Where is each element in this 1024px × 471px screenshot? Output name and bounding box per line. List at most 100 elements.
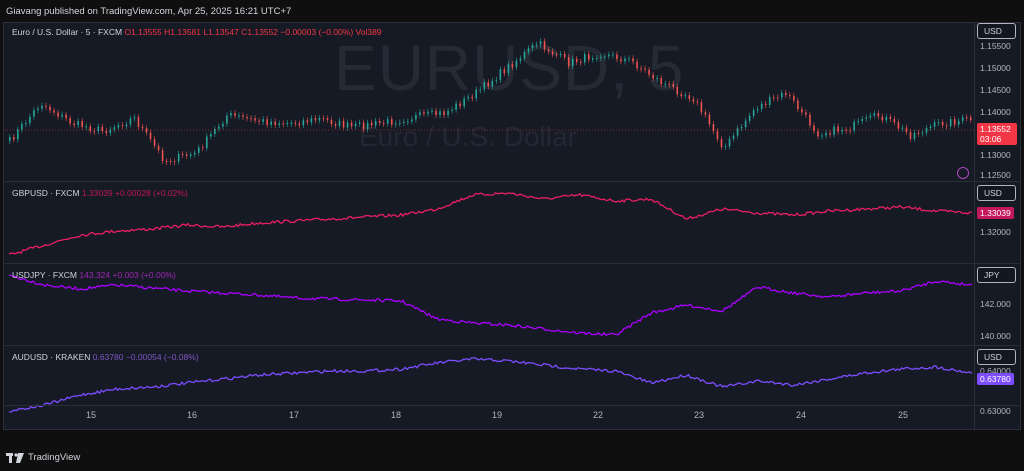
candle-body <box>374 121 377 126</box>
candle-body <box>929 126 932 129</box>
candle-body <box>177 153 180 162</box>
y-tick: 1.32000 <box>980 227 1011 237</box>
candle-body <box>797 100 799 110</box>
currency-button-usd[interactable]: USD <box>977 23 1016 39</box>
replay-icon[interactable] <box>957 167 969 179</box>
candle-body <box>805 112 807 115</box>
aud-legend[interactable]: AUDUSD · KRAKEN 0.63780 −0.00054 (−0.08%… <box>12 352 199 362</box>
pane-divider[interactable] <box>4 181 1020 182</box>
candle-body <box>9 137 11 141</box>
candle-body <box>873 113 876 116</box>
candle-body <box>708 114 711 125</box>
candle-body <box>676 86 679 95</box>
candle-body <box>222 123 224 127</box>
y-tick: 0.63000 <box>980 406 1011 416</box>
candle-body <box>893 119 896 123</box>
candle-body <box>463 98 465 107</box>
candle-body <box>632 58 634 62</box>
candle-body <box>250 118 252 120</box>
candle-body <box>141 126 144 129</box>
candle-body <box>25 123 27 125</box>
candle-body <box>169 161 172 163</box>
candle-body <box>395 123 397 125</box>
candle-body <box>555 54 558 56</box>
candle-body <box>129 118 132 125</box>
candle-body <box>692 99 695 102</box>
gbp-legend-symbol: GBPUSD · FXCM <box>12 188 80 198</box>
candle-body <box>234 113 236 116</box>
pane-divider[interactable] <box>4 345 1020 346</box>
candle-body <box>89 126 92 132</box>
candle-body <box>941 122 944 126</box>
jpy-legend-values: 143.324 +0.003 (+0.00%) <box>79 270 176 280</box>
candle-body <box>149 132 152 140</box>
y-tick: 1.13000 <box>980 150 1011 160</box>
currency-button-jpy[interactable]: JPY <box>977 267 1016 283</box>
candle-body <box>350 122 353 127</box>
candle-body <box>547 49 550 52</box>
candle-body <box>917 132 920 134</box>
x-tick: 18 <box>391 410 402 420</box>
candle-body <box>604 56 606 58</box>
currency-button-usd[interactable]: USD <box>977 349 1016 365</box>
candle-body <box>218 126 220 129</box>
candle-body <box>736 128 739 136</box>
y-tick: 0.64000 <box>980 366 1011 376</box>
candle-body <box>431 110 433 112</box>
candle-body <box>197 147 200 153</box>
candle-body <box>656 78 658 80</box>
candle-body <box>680 94 683 97</box>
currency-button-usd[interactable]: USD <box>977 185 1016 201</box>
main-legend-symbol: Euro / U.S. Dollar · 5 · FXCM <box>12 27 123 37</box>
chart-area[interactable]: EURUSD, 5 Euro / U.S. Dollar Euro / U.S.… <box>3 22 1021 430</box>
pane-divider[interactable] <box>4 263 1020 264</box>
candle-body <box>113 127 116 130</box>
candle-body <box>471 96 473 99</box>
candle-body <box>937 122 940 124</box>
name-watermark: Euro / U.S. Dollar <box>359 121 577 152</box>
candle-body <box>206 136 208 149</box>
candle-body <box>793 95 795 101</box>
candle-body <box>523 51 526 59</box>
candle-body <box>306 120 309 123</box>
candle-body <box>117 125 120 128</box>
candle-body <box>953 119 956 125</box>
candle-body <box>744 120 747 128</box>
candle-body <box>13 137 15 140</box>
publish-header: Giavang published on TradingView.com, Ap… <box>0 0 1024 22</box>
candle-body <box>760 103 763 109</box>
candle-body <box>322 117 325 119</box>
gbp-legend[interactable]: GBPUSD · FXCM 1.33039 +0.00028 (+0.02%) <box>12 188 188 198</box>
y-tick: 142.000 <box>980 299 1011 309</box>
candle-body <box>789 95 791 97</box>
candle-body <box>266 119 268 125</box>
candle-body <box>390 119 393 125</box>
jpy-legend[interactable]: USDJPY · FXCM 143.324 +0.003 (+0.00%) <box>12 270 176 280</box>
main-legend[interactable]: Euro / U.S. Dollar · 5 · FXCM O1.13555 H… <box>12 27 382 37</box>
aud-price-tag: 0.63780 <box>977 373 1014 385</box>
candle-body <box>447 110 449 116</box>
x-tick: 22 <box>593 410 604 420</box>
candle-body <box>740 127 743 129</box>
candle-body <box>121 125 124 127</box>
candle-body <box>326 118 329 120</box>
gbp-price-tag: 1.33039 <box>977 207 1014 219</box>
candle-body <box>821 135 823 137</box>
candle-body <box>161 150 164 161</box>
candle-body <box>439 111 441 116</box>
gbp-legend-values: 1.33039 +0.00028 (+0.02%) <box>81 188 188 198</box>
footer: TradingView <box>6 452 80 463</box>
candle-body <box>724 146 727 148</box>
candle-body <box>756 108 759 111</box>
candle-body <box>583 54 586 63</box>
price-plots[interactable] <box>4 23 1020 429</box>
candle-body <box>451 109 453 111</box>
candle-body <box>503 69 506 74</box>
candle-body <box>608 54 610 57</box>
gbpusd-line <box>8 192 973 255</box>
candle-body <box>644 68 646 70</box>
candle-body <box>214 128 216 134</box>
candle-body <box>543 41 546 50</box>
candle-body <box>270 121 272 125</box>
candle-body <box>61 114 63 117</box>
